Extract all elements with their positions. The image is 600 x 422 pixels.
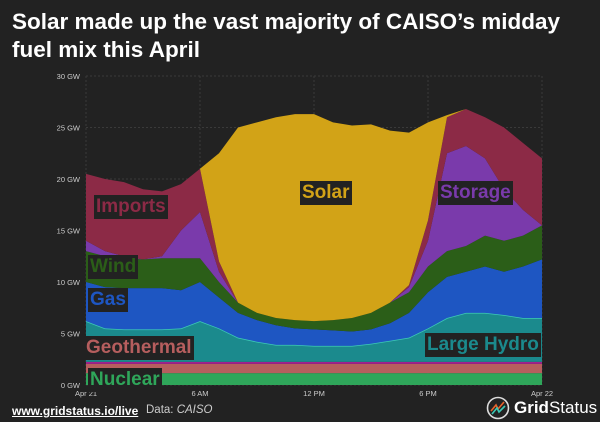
chart-title: Solar made up the vast majority of CAISO… bbox=[12, 9, 561, 62]
data-source-name: CAISO bbox=[176, 404, 213, 416]
label-wind: Wind bbox=[88, 255, 139, 279]
area-other bbox=[86, 361, 542, 364]
area-gas bbox=[86, 259, 542, 346]
label-storage: Storage bbox=[438, 181, 513, 205]
label-geothermal: Geothermal bbox=[84, 336, 194, 360]
y-tick-label: 25 GW bbox=[57, 124, 81, 133]
y-tick-label: 30 GW bbox=[57, 72, 81, 81]
y-tick-label: 0 GW bbox=[61, 381, 81, 390]
area-imports bbox=[86, 108, 542, 322]
data-source-prefix: Data: bbox=[146, 404, 177, 416]
y-tick-label: 15 GW bbox=[57, 227, 81, 236]
gridstatus-logo-icon bbox=[486, 396, 510, 420]
label-large-hydro: Large Hydro bbox=[425, 333, 541, 357]
logo-text-bold: Grid bbox=[514, 398, 549, 417]
x-tick-label: Apr 22 bbox=[531, 389, 553, 398]
label-imports: Imports bbox=[94, 195, 168, 219]
x-tick-label: 12 PM bbox=[303, 389, 325, 398]
gridstatus-link[interactable]: www.gridstatus.io/live bbox=[12, 404, 139, 418]
gridstatus-logo: GridStatus bbox=[486, 396, 597, 420]
y-tick-label: 10 GW bbox=[57, 278, 81, 287]
x-tick-label: 6 AM bbox=[191, 389, 208, 398]
y-tick-label: 5 GW bbox=[61, 330, 81, 339]
area-nuclear bbox=[86, 373, 542, 385]
area-storage bbox=[86, 146, 542, 322]
x-tick-label: Apr 21 bbox=[75, 389, 97, 398]
area-solar bbox=[86, 108, 542, 322]
label-gas: Gas bbox=[88, 288, 128, 312]
area-wind bbox=[86, 225, 542, 332]
y-tick-label: 20 GW bbox=[57, 175, 81, 184]
x-tick-label: 6 PM bbox=[419, 389, 437, 398]
label-solar: Solar bbox=[300, 181, 352, 205]
label-nuclear: Nuclear bbox=[88, 368, 162, 392]
logo-text-regular: Status bbox=[548, 398, 598, 417]
area-geothermal bbox=[86, 363, 542, 374]
data-source: Data: CAISO bbox=[146, 404, 212, 416]
